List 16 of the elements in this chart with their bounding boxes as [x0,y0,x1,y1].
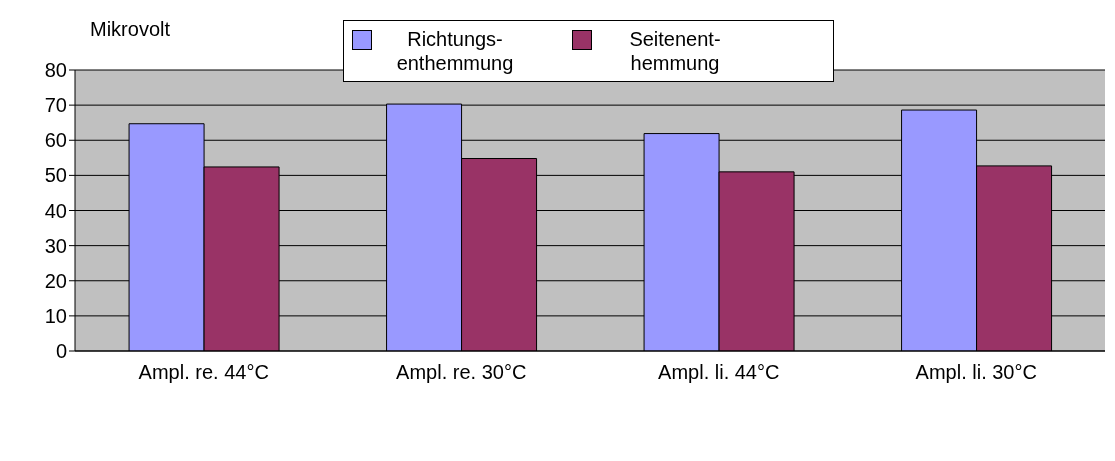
legend-label: Richtungs-enthemmung [395,27,515,75]
x-tick-label: Ampl. li. 44°C [658,361,780,384]
x-tick-label: Ampl. re. 44°C [138,361,269,384]
x-tick-label: Ampl. li. 30°C [915,361,1037,384]
y-axis-title: Mikrovolt [90,18,171,41]
x-tick-label: Ampl. re. 30°C [396,361,527,384]
y-tick-label: 60 [44,129,67,152]
y-tick-label: 80 [44,59,67,82]
y-tick-label: 0 [55,340,67,363]
legend-label: Seitenent-hemmung [628,27,722,75]
y-tick-label: 70 [44,94,67,117]
y-tick-label: 20 [44,269,67,292]
y-tick-label: 40 [44,199,67,222]
y-tick-label: 10 [44,304,67,327]
y-tick-label: 30 [44,234,67,257]
y-tick-label: 50 [44,164,67,187]
